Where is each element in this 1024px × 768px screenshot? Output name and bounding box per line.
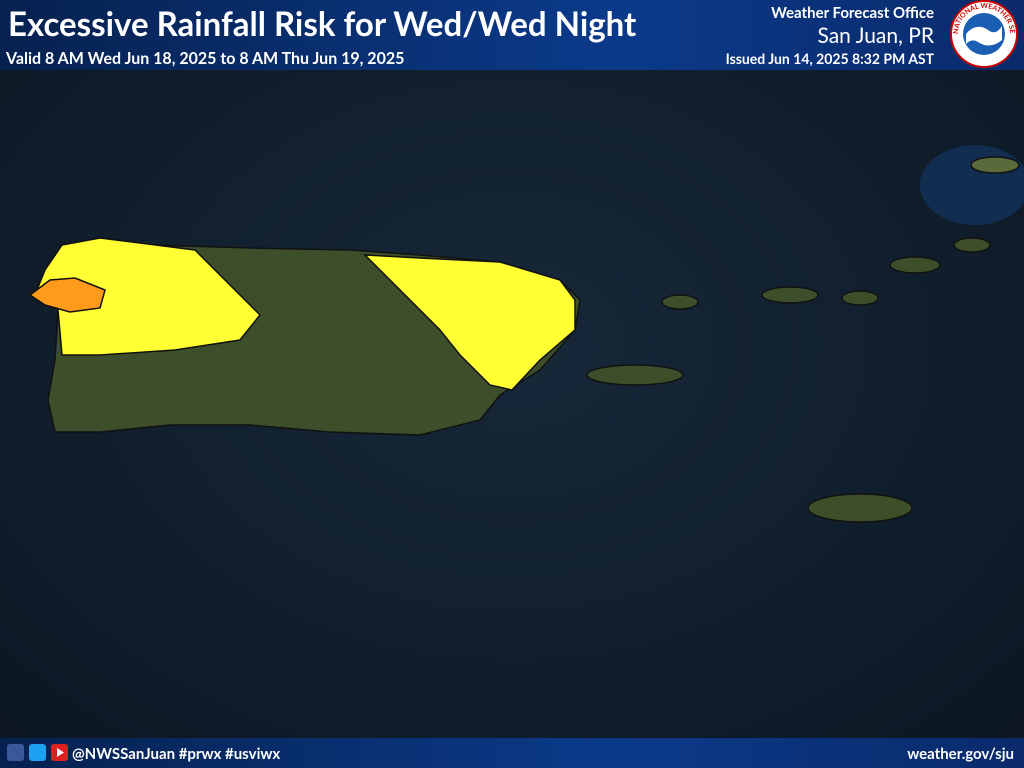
social-handles: @NWSSanJuan #prwx #usviwx — [72, 745, 280, 763]
website[interactable]: weather.gov/sju — [907, 745, 1014, 763]
issued: Issued Jun 14, 2025 8:32 PM AST — [726, 50, 935, 67]
virgin-gorda — [953, 237, 991, 253]
office: Weather Forecast Office — [771, 4, 934, 22]
anegada — [970, 156, 1020, 174]
tortola — [889, 256, 941, 274]
risk-marginal-east — [363, 254, 576, 391]
islands — [28, 156, 1020, 523]
st-thomas — [761, 286, 819, 304]
location: San Juan, PR — [817, 23, 934, 48]
risk-slight — [28, 277, 106, 313]
valid-time: Valid 8 AM Wed Jun 18, 2025 to 8 AM Thu … — [5, 49, 404, 68]
header-bar — [0, 0, 1024, 70]
title: Excessive Rainfall Risk for Wed/Wed Nigh… — [8, 4, 637, 44]
facebook-icon[interactable] — [7, 744, 24, 761]
youtube-play — [57, 748, 64, 757]
twitter-icon[interactable] — [29, 744, 46, 761]
st-john — [841, 290, 879, 306]
footer-bar — [0, 738, 1024, 768]
st-croix — [807, 493, 913, 523]
culebra — [661, 294, 699, 310]
vieques — [586, 364, 684, 386]
